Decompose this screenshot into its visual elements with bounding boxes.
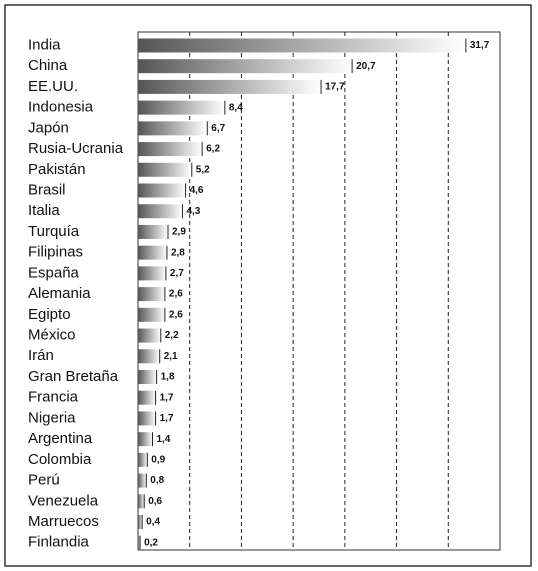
value-label: 4,3	[186, 206, 200, 217]
value-label: 2,7	[170, 268, 184, 279]
value-label: 17,7	[325, 82, 345, 93]
value-label: 20,7	[356, 61, 376, 72]
bar	[138, 452, 148, 467]
bar	[138, 38, 466, 53]
value-label: 2,8	[171, 247, 185, 258]
bar	[138, 411, 156, 426]
value-label: 0,4	[146, 517, 160, 528]
category-label: Nigeria	[28, 409, 76, 426]
category-label: Irán	[28, 347, 54, 364]
bar	[138, 369, 157, 384]
value-label: 0,2	[144, 537, 158, 548]
category-label: Pakistán	[28, 161, 86, 178]
bar	[138, 162, 192, 177]
bar	[138, 266, 166, 281]
value-label: 2,6	[169, 309, 183, 320]
value-label: 4,6	[190, 185, 204, 196]
bar	[138, 121, 208, 136]
category-label: Brasil	[28, 181, 66, 198]
value-label: 2,9	[172, 227, 186, 238]
value-label: 6,2	[206, 144, 220, 155]
bar	[138, 515, 143, 530]
category-label: Gran Bretaña	[28, 368, 119, 385]
value-label: 0,6	[148, 496, 162, 507]
value-label: 5,2	[196, 164, 210, 175]
bar	[138, 328, 161, 343]
bar	[138, 535, 141, 550]
value-label: 8,4	[229, 102, 243, 113]
category-label: Perú	[28, 472, 60, 489]
category-label: Alemania	[28, 285, 91, 302]
bar	[138, 287, 165, 302]
category-label: Filipinas	[28, 244, 83, 261]
category-label: España	[28, 264, 80, 281]
category-label: Indonesia	[28, 99, 94, 116]
category-label: Francia	[28, 389, 79, 406]
bar	[138, 245, 167, 260]
value-label: 2,6	[169, 289, 183, 300]
bar	[138, 204, 183, 219]
value-label: 0,9	[151, 455, 165, 466]
category-label: Italia	[28, 202, 60, 219]
category-label: México	[28, 327, 76, 344]
category-label: EE.UU.	[28, 78, 78, 95]
category-label: Venezuela	[28, 492, 99, 509]
category-label: Marruecos	[28, 513, 99, 530]
category-label: Rusia-Ucrania	[28, 140, 124, 157]
bar	[138, 224, 168, 239]
bar	[138, 183, 186, 198]
category-label: Argentina	[28, 430, 93, 447]
bar	[138, 349, 160, 364]
bar	[138, 142, 203, 157]
category-label: Finlandia	[28, 534, 90, 551]
bar	[138, 79, 322, 94]
bar	[138, 494, 145, 509]
bar	[138, 100, 225, 115]
bar	[138, 473, 147, 488]
value-label: 1,8	[161, 372, 175, 383]
category-label: Egipto	[28, 306, 71, 323]
value-label: 31,7	[470, 40, 490, 51]
value-label: 1,7	[160, 392, 174, 403]
category-label: Turquía	[28, 223, 80, 240]
bar	[138, 307, 165, 322]
value-label: 1,7	[160, 413, 174, 424]
frame	[4, 4, 532, 567]
category-label: China	[28, 57, 68, 74]
category-label: India	[28, 36, 61, 53]
category-label: Colombia	[28, 451, 92, 468]
value-label: 2,1	[164, 351, 178, 362]
value-label: 6,7	[211, 123, 225, 134]
value-label: 2,2	[165, 330, 179, 341]
category-label: Japón	[28, 119, 69, 136]
value-label: 1,4	[156, 434, 170, 445]
value-label: 0,8	[150, 475, 164, 486]
bar	[138, 390, 156, 405]
bar	[138, 432, 153, 447]
bar	[138, 59, 353, 74]
